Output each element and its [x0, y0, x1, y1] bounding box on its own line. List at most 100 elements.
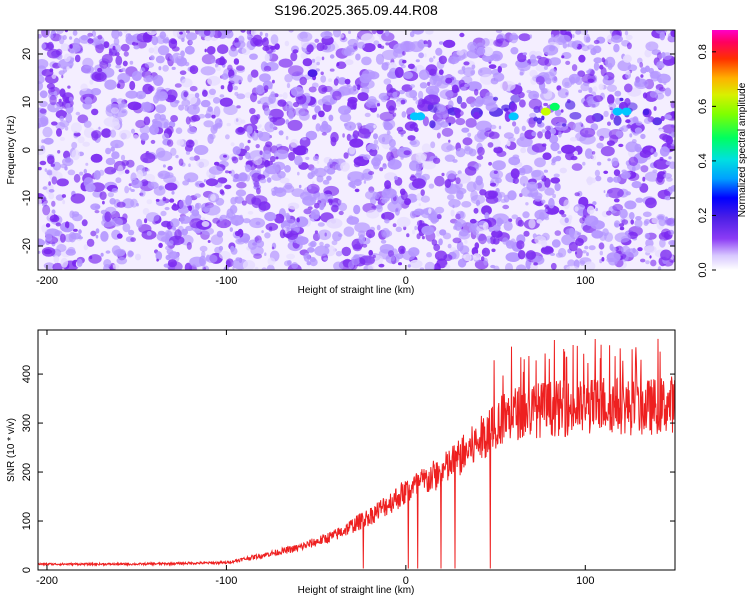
- heatmap-cell: [277, 99, 287, 107]
- heatmap-cell: [532, 94, 538, 98]
- heatmap-cell: [363, 154, 371, 161]
- heatmap-cell: [629, 133, 633, 138]
- heatmap-cell: [443, 254, 453, 262]
- heatmap-cell: [135, 119, 146, 129]
- heatmap-cell: [554, 122, 569, 131]
- heatmap-cell: [305, 130, 318, 141]
- heatmap-cell: [321, 87, 327, 93]
- x-tick-label: 0: [403, 575, 409, 587]
- heatmap-cell: [387, 201, 403, 213]
- heatmap-cell: [49, 214, 60, 223]
- heatmap-cell: [620, 171, 631, 179]
- heatmap-cell: [267, 257, 276, 266]
- heatmap-cell: [41, 224, 48, 233]
- heatmap-cell: [162, 164, 166, 168]
- heatmap-cell: [255, 84, 265, 95]
- heatmap-cell: [503, 194, 510, 203]
- heatmap-cell: [493, 96, 499, 101]
- heatmap-cell: [392, 91, 398, 98]
- heatmap-cell: [201, 221, 210, 227]
- heatmap-cell: [80, 34, 89, 41]
- heatmap-cell: [217, 177, 228, 184]
- heatmap-cell: [183, 91, 188, 98]
- heatmap-cell: [371, 30, 377, 35]
- heatmap-cell: [256, 240, 265, 248]
- heatmap-cell: [441, 172, 445, 177]
- heatmap-cell: [159, 114, 166, 121]
- heatmap-cell: [206, 46, 216, 55]
- heatmap-cell: [364, 112, 371, 118]
- heatmap-cell: [600, 146, 615, 157]
- heatmap-cell: [209, 133, 216, 140]
- heatmap-cell: [640, 165, 649, 173]
- heatmap-cell: [510, 168, 520, 179]
- heatmap-cell: [619, 226, 625, 231]
- heatmap-cell: [568, 227, 575, 237]
- heatmap-cell: [97, 34, 103, 40]
- heatmap-cell: [287, 119, 303, 131]
- heatmap-cell: [120, 102, 128, 108]
- heatmap-cell: [164, 182, 178, 191]
- heatmap-cell: [236, 181, 247, 189]
- heatmap-cell: [293, 107, 306, 116]
- heatmap-cell: [128, 250, 134, 257]
- heatmap-cell: [189, 156, 196, 161]
- heatmap-cell: [219, 97, 233, 107]
- heatmap-cell: [172, 30, 181, 37]
- heatmap-cell: [375, 53, 385, 65]
- heatmap-cell: [361, 33, 375, 44]
- heatmap-cell: [91, 131, 99, 141]
- heatmap-cell: [562, 42, 568, 49]
- heatmap-cell: [392, 223, 397, 228]
- heatmap-cell: [52, 262, 63, 270]
- heatmap-cell: [221, 73, 229, 80]
- heatmap-cell: [448, 122, 452, 127]
- heatmap-cell: [488, 226, 494, 232]
- heatmap-cell: [205, 254, 218, 263]
- y-tick-label: 0: [21, 567, 33, 573]
- heatmap-cell: [577, 234, 588, 243]
- heatmap-cell: [38, 197, 42, 206]
- heatmap-cell: [346, 216, 360, 225]
- heatmap-cell: [285, 105, 294, 112]
- heatmap-cell: [511, 121, 517, 127]
- heatmap-cell: [59, 136, 66, 141]
- heatmap-cell: [463, 61, 470, 66]
- heatmap-cell: [393, 175, 399, 181]
- heatmap-cell: [575, 248, 583, 259]
- heatmap-cell: [285, 212, 290, 220]
- snr-panel: -200 -100 0 100 0 100 200 300 400 Height of str…: [6, 329, 676, 596]
- heatmap-cell: [644, 245, 657, 254]
- heatmap-cell: [459, 32, 465, 38]
- heatmap-cell: [140, 189, 146, 197]
- heatmap-cell: [529, 34, 533, 39]
- heatmap-cell: [464, 239, 468, 244]
- heatmap-cell: [303, 252, 311, 262]
- heatmap-cell: [286, 253, 296, 260]
- heatmap-cell: [60, 43, 69, 51]
- heatmap-cell: [248, 155, 252, 161]
- heatmap-cell: [356, 122, 362, 127]
- heatmap-cell: [82, 57, 94, 69]
- heatmap-cell: [152, 118, 158, 124]
- heatmap-cell: [213, 106, 221, 118]
- heatmap-cell: [607, 121, 611, 126]
- heatmap-cell: [284, 40, 290, 47]
- heatmap-cell: [611, 157, 619, 167]
- heatmap-cell: [326, 175, 332, 181]
- heatmap-cell: [298, 184, 302, 189]
- heatmap-cell: [299, 76, 308, 86]
- heatmap-cell: [593, 57, 603, 64]
- heatmap-cell: [445, 77, 453, 84]
- heatmap-cell: [127, 101, 142, 111]
- colorbar-tick-label: 0.6: [697, 99, 709, 114]
- heatmap-cell: [407, 135, 416, 141]
- heatmap-cell: [490, 78, 499, 85]
- heatmap-cell: [668, 156, 672, 160]
- heatmap-cell: [317, 229, 332, 241]
- heatmap-y-axis-title: Frequency (Hz): [6, 116, 17, 185]
- heatmap-cell: [269, 155, 276, 163]
- heatmap-cell: [78, 229, 82, 234]
- heatmap-x-ticks: -200 -100 0 100: [36, 30, 594, 287]
- heatmap-cell: [175, 154, 179, 159]
